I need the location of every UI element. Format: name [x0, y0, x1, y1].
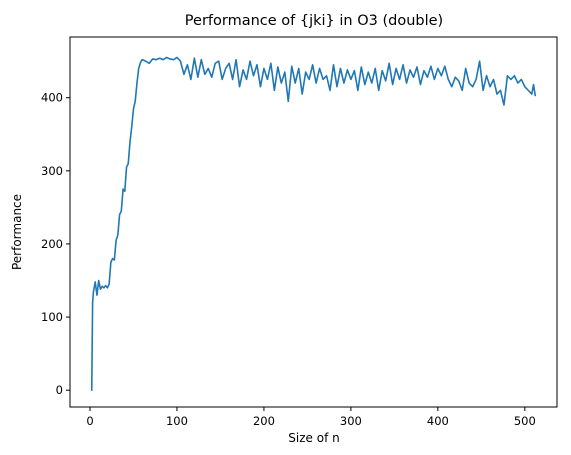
chart-title: Performance of {jki} in O3 (double)	[185, 13, 443, 29]
x-tick-label: 100	[166, 414, 188, 428]
x-tick-label: 0	[86, 414, 93, 428]
x-tick-label: 300	[340, 414, 362, 428]
y-tick-label: 100	[41, 310, 63, 324]
plot-frame	[69, 36, 558, 408]
x-tick-label: 200	[253, 414, 275, 428]
series-line	[90, 56, 537, 391]
plot-area: 0 100 200 300 400 500 0 100 200 300 400	[41, 36, 558, 428]
y-tick-label: 300	[41, 164, 63, 178]
x-tick-label: 500	[514, 414, 536, 428]
y-axis-ticks: 0 100 200 300 400	[41, 91, 70, 397]
x-tick-label: 400	[427, 414, 449, 428]
y-tick-label: 400	[41, 91, 63, 105]
y-tick-label: 0	[56, 383, 63, 397]
y-axis-label: Performance	[10, 194, 24, 270]
x-axis-label: Size of n	[288, 431, 339, 445]
y-tick-label: 200	[41, 237, 63, 251]
x-axis-ticks: 0 100 200 300 400 500	[86, 407, 536, 428]
